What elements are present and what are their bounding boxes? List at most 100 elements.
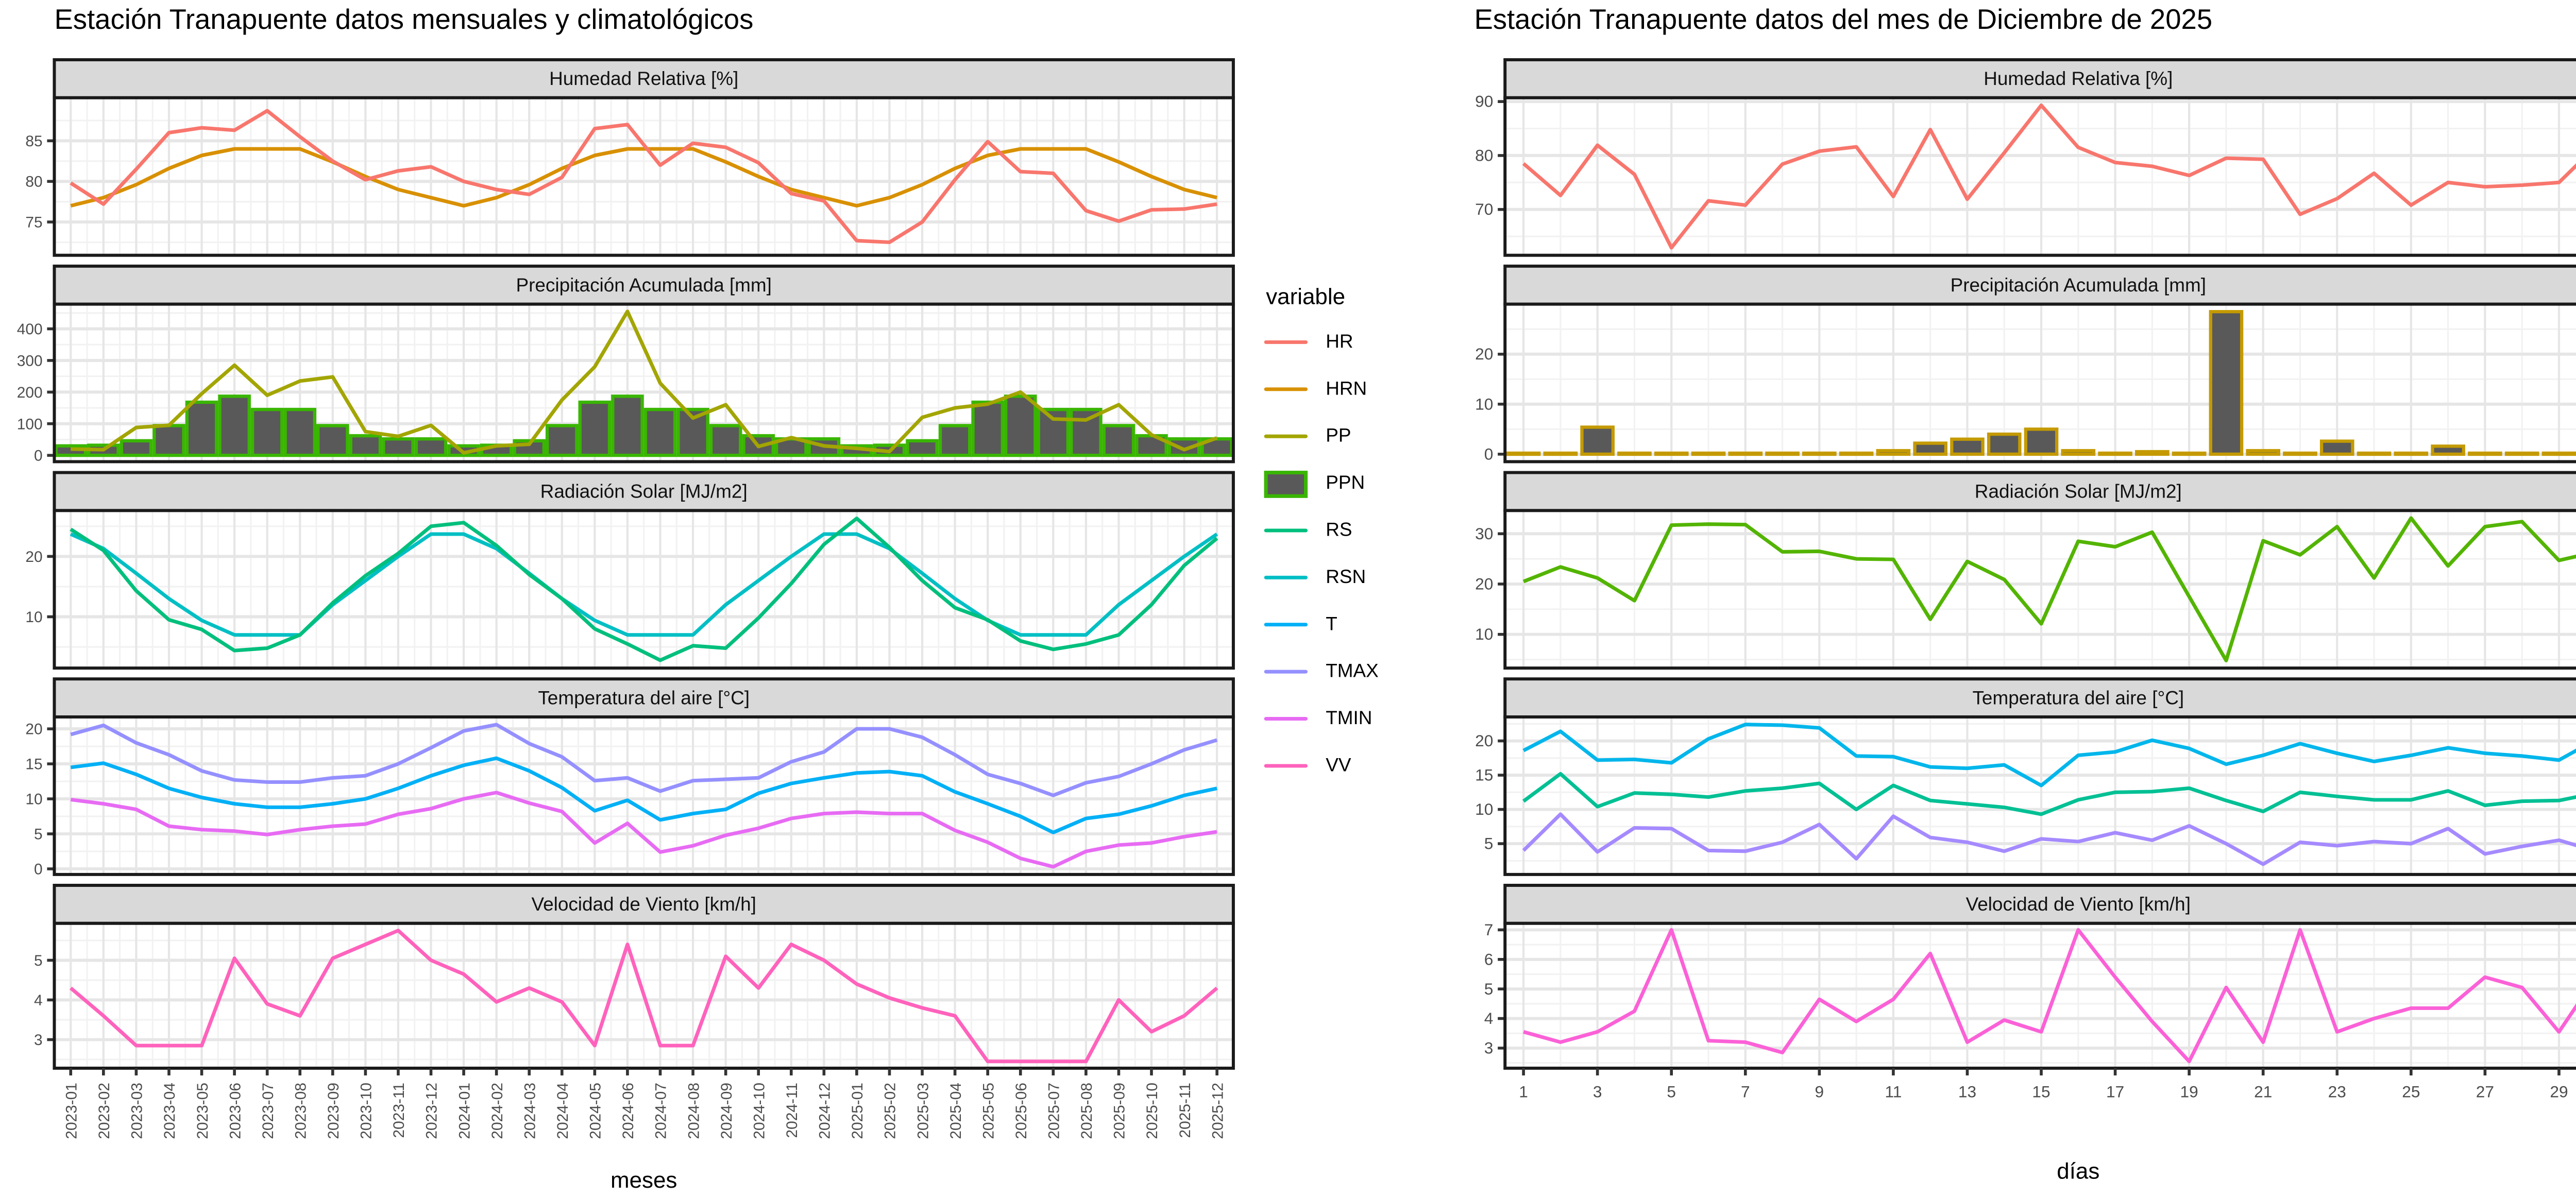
- y-tick-label: 20: [1475, 345, 1493, 363]
- bar-PPN: [971, 400, 1004, 457]
- y-tick-label: 300: [17, 352, 43, 369]
- bar-PP: [2172, 451, 2207, 456]
- y-tick-label: 70: [1475, 200, 1493, 218]
- panel-border: [53, 921, 1235, 1070]
- x-tick-label: 2024-09: [718, 1083, 735, 1139]
- panel-strip-title: Precipitación Acumulada [mm]: [1951, 275, 2206, 296]
- x-tick-label: 2024-01: [456, 1083, 473, 1139]
- legend-item-PPN: PPN: [1262, 460, 1379, 507]
- legend-label: T: [1326, 613, 1337, 636]
- legend-label: PP: [1326, 425, 1351, 448]
- series-line-HR: [1522, 103, 2576, 250]
- x-tick-label: 2023-11: [391, 1083, 408, 1138]
- series-line-T: [1522, 772, 2576, 816]
- y-tick-label: 10: [1475, 800, 1493, 818]
- y-tick-label: 75: [25, 214, 42, 231]
- x-axis: 135791113151719212325272931: [1519, 1068, 2568, 1101]
- x-tick-label: 2025-06: [1013, 1083, 1030, 1139]
- figure1-legend: variable HR HRN PP PPN RS RSN T TMAX TMIN VV: [1262, 284, 1379, 790]
- bar-PP: [2394, 451, 2429, 456]
- x-tick-label: 2025-03: [914, 1083, 931, 1139]
- legend-glyph: [1264, 669, 1308, 674]
- series-line-HR: [70, 109, 1217, 244]
- series-line-RSN: [70, 532, 1218, 637]
- bar-PP: [2024, 427, 2059, 456]
- x-tick-label: 2024-03: [521, 1083, 538, 1139]
- bar-PP: [2468, 451, 2502, 456]
- series-line-VV: [69, 929, 1218, 1064]
- bar-PP: [1728, 451, 1763, 456]
- x-tick-label: 2025-11: [1177, 1083, 1194, 1138]
- x-tick-label: 2023-03: [129, 1083, 146, 1139]
- x-tick-label: 2025-01: [849, 1083, 866, 1139]
- figure1-title: Estación Tranapuente datos mensuales y c…: [54, 5, 754, 37]
- bar-PPN: [906, 439, 939, 457]
- y-tick-label: 10: [25, 609, 42, 626]
- bar-PP: [2246, 449, 2281, 456]
- y-tick-label: 20: [25, 721, 42, 738]
- y-tick-label: 4: [34, 992, 43, 1009]
- x-tick-label: 2025-12: [1209, 1083, 1226, 1139]
- bar-PPN: [709, 424, 742, 457]
- bar-PP: [1950, 437, 1985, 456]
- panel-border: [53, 302, 1235, 464]
- bar-PPN: [414, 437, 448, 457]
- x-tick-label: 2024-11: [784, 1083, 801, 1138]
- legend-label: RSN: [1326, 567, 1366, 589]
- x-tick-label: 11: [1885, 1082, 1902, 1101]
- legend1-title: variable: [1266, 284, 1346, 310]
- legend-label: PPN: [1326, 472, 1365, 494]
- legend-glyph: [1264, 387, 1308, 391]
- x-tick-label: 5: [1667, 1082, 1676, 1101]
- y-tick-label: 20: [1475, 575, 1493, 593]
- panel-0: Humedad Relativa [%] 75 80 85: [25, 58, 1235, 257]
- bar-PPN: [1004, 395, 1037, 457]
- panel-border: [1503, 715, 2576, 876]
- bar-PPN: [185, 400, 218, 457]
- y-tick-label: 85: [25, 133, 42, 150]
- x-tick-label: 2024-08: [685, 1083, 702, 1139]
- bar-PP: [2098, 451, 2132, 456]
- x-tick-label: 17: [2106, 1082, 2124, 1101]
- panel-border: [1503, 921, 2576, 1070]
- bar-PP: [2135, 450, 2170, 456]
- bar-PP: [1765, 451, 1800, 456]
- panel-strip-title: Temperatura del aire [°C]: [538, 687, 750, 708]
- y-tick-label: 10: [1475, 395, 1493, 413]
- x-tick-label: 2023-10: [358, 1083, 375, 1139]
- series-line-RS: [70, 517, 1218, 662]
- legend-glyph: [1264, 470, 1308, 497]
- bar-PP: [1876, 449, 1911, 456]
- panel-0: Humedad Relativa [%] 70 80 90: [1475, 58, 2576, 257]
- series-line-T: [70, 756, 1217, 834]
- x-tick-label: 2024-02: [489, 1083, 506, 1139]
- legend-key-line-HR: [1262, 340, 1309, 345]
- legend-key-line-RSN: [1262, 575, 1309, 580]
- x-tick-label: 2024-04: [554, 1083, 571, 1139]
- figure2-december-chart: Humedad Relativa [%]708090Precipitación …: [1475, 58, 2576, 1184]
- bar-PPN: [152, 424, 185, 457]
- panel-1: Precipitación Acumulada [mm] 0 100 200 300 40…: [17, 264, 1235, 465]
- legend-item-RS: RS: [1262, 507, 1379, 554]
- legend-item-VV: VV: [1262, 742, 1379, 789]
- legend-item-TMAX: TMAX: [1262, 648, 1379, 695]
- legend1-entries: HR HRN PP PPN RS RSN T TMAX TMIN VV: [1262, 319, 1379, 790]
- bar-PP: [2319, 439, 2354, 456]
- panel-border: [1503, 509, 2576, 670]
- panel-strip: [1503, 883, 2576, 925]
- panel-2: Radiación Solar [MJ/m2] 10 20 30: [1475, 471, 2576, 670]
- legend-key-line-PP: [1262, 434, 1309, 439]
- y-tick-label: 80: [1475, 146, 1493, 164]
- panel-strip-title: Precipitación Acumulada [mm]: [516, 275, 771, 296]
- panel-2: Radiación Solar [MJ/m2] 10 20: [25, 471, 1235, 670]
- panel-strip-title: Temperatura del aire [°C]: [1972, 687, 2184, 708]
- legend-glyph: [1264, 340, 1308, 345]
- series-line-TMIN: [1522, 812, 2576, 866]
- x-tick-label: 2024-07: [653, 1083, 670, 1139]
- bar-PPN: [1037, 407, 1070, 457]
- legend-glyph: [1264, 716, 1308, 721]
- legend-key-line-TMAX: [1262, 669, 1309, 674]
- legend-glyph: [1264, 575, 1308, 580]
- x-axis-title: días: [2057, 1158, 2099, 1184]
- series-line-PP: [71, 310, 1218, 455]
